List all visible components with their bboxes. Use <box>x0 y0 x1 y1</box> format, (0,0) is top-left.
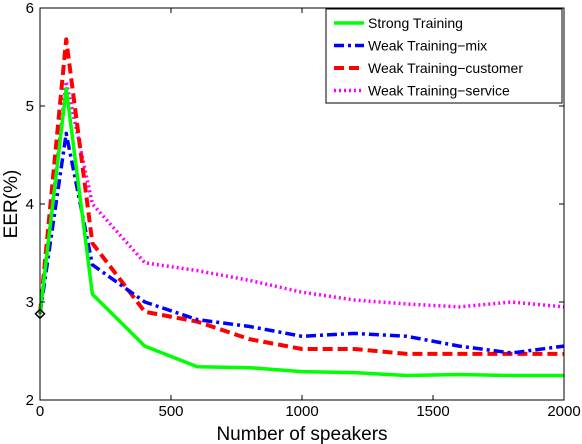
legend-label-1: Weak Training−mix <box>368 38 487 54</box>
x-tick-label: 0 <box>36 403 44 420</box>
x-tick-label: 500 <box>158 403 183 420</box>
ticks-layer: 0 500 1000 1500 2000 2 3 4 5 6 <box>26 0 581 420</box>
x-tick-label: 1000 <box>285 403 318 420</box>
y-axis-label: EER(%) <box>1 170 22 239</box>
legend-label-3: Weak Training−service <box>368 83 510 99</box>
series-line-1 <box>38 131 565 355</box>
legend-box <box>325 8 563 104</box>
y-tick-label: 5 <box>26 98 34 115</box>
series-line-3 <box>38 79 565 314</box>
series-layer <box>38 37 565 378</box>
x-tick-label: 2000 <box>547 403 580 420</box>
y-tick-label: 3 <box>26 294 34 311</box>
series-line-0 <box>38 86 564 378</box>
x-tick-label: 1500 <box>416 403 449 420</box>
legend: Strong Training Weak Training−mix Weak Tra… <box>325 8 563 104</box>
y-tick-label: 2 <box>26 392 34 409</box>
y-tick-label: 4 <box>26 196 34 213</box>
y-tick-label: 6 <box>26 0 34 17</box>
legend-label-2: Weak Training−customer <box>368 60 523 76</box>
x-axis-label: Number of speakers <box>216 424 387 444</box>
legend-label-0: Strong Training <box>368 15 463 31</box>
